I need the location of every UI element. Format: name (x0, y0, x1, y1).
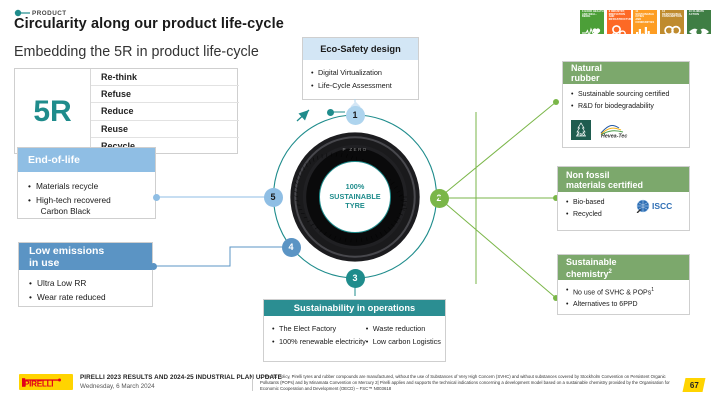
svg-text:Hevea-Tec: Hevea-Tec (601, 134, 627, 139)
svg-text:FSC: FSC (577, 133, 585, 137)
